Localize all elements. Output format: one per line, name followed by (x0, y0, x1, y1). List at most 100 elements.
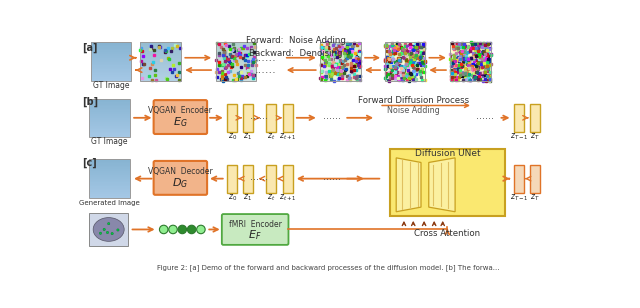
Bar (243, 165, 253, 192)
Bar (90, 193, 129, 194)
Text: Backward:  Denoising: Backward: Denoising (249, 49, 342, 59)
Bar (140, 59, 180, 60)
Bar (451, 54, 491, 55)
Bar (90, 213, 128, 246)
Text: $z_{T-1}$: $z_{T-1}$ (509, 192, 529, 203)
Bar (266, 104, 276, 132)
Circle shape (106, 231, 109, 234)
Bar (90, 108, 129, 109)
Bar (140, 51, 180, 52)
Bar (90, 122, 129, 123)
Bar (451, 62, 491, 63)
Bar (529, 104, 540, 132)
Bar (91, 75, 131, 76)
Bar (320, 73, 360, 74)
Bar (385, 53, 425, 54)
Text: $z_{T-1}$: $z_{T-1}$ (509, 132, 529, 142)
Bar (90, 105, 129, 106)
Bar (91, 59, 131, 60)
Text: ......: ...... (323, 111, 341, 121)
Bar (451, 47, 491, 48)
Bar (385, 67, 425, 68)
Text: $z_t$: $z_t$ (267, 132, 275, 142)
Bar (320, 52, 360, 53)
Bar (320, 71, 360, 72)
Bar (90, 176, 129, 177)
Bar (90, 103, 129, 104)
Bar (216, 74, 256, 75)
Bar (91, 71, 131, 72)
Bar (216, 75, 256, 76)
Bar (320, 46, 360, 47)
Bar (90, 169, 129, 170)
Bar (91, 49, 131, 50)
Bar (320, 42, 360, 81)
Text: $D_G$: $D_G$ (172, 176, 188, 190)
Bar (90, 129, 129, 130)
Bar (385, 74, 425, 75)
Bar (320, 70, 360, 71)
Bar (320, 78, 360, 79)
Text: VQGAN  Encoder: VQGAN Encoder (148, 106, 212, 116)
Text: GT Image: GT Image (93, 81, 129, 90)
Text: Forward Diffusion Process: Forward Diffusion Process (358, 96, 469, 105)
Bar (90, 180, 129, 181)
Bar (90, 168, 129, 169)
Bar (90, 136, 129, 137)
Bar (385, 55, 425, 56)
Bar (90, 171, 129, 172)
Bar (90, 178, 129, 179)
Bar (216, 43, 256, 44)
Bar (140, 64, 180, 65)
Bar (90, 128, 129, 129)
Bar (140, 77, 180, 78)
Bar (385, 63, 425, 64)
Text: [c]: [c] (83, 158, 97, 168)
Text: $z_{t+1}$: $z_{t+1}$ (279, 192, 297, 203)
Bar (451, 61, 491, 62)
Bar (514, 104, 524, 132)
Bar (91, 73, 131, 74)
Bar (385, 47, 425, 48)
Bar (140, 44, 180, 45)
Bar (91, 61, 131, 62)
Bar (91, 43, 131, 44)
Bar (283, 104, 293, 132)
Bar (451, 52, 491, 53)
Bar (320, 56, 360, 57)
Bar (90, 120, 129, 121)
Bar (216, 70, 256, 71)
Bar (216, 50, 256, 51)
Bar (451, 69, 491, 70)
Circle shape (108, 222, 110, 225)
Bar (91, 63, 131, 64)
Text: $E_G$: $E_G$ (173, 116, 188, 129)
Bar (385, 66, 425, 67)
Bar (320, 74, 360, 75)
Bar (385, 52, 425, 53)
Bar (320, 69, 360, 70)
Bar (451, 56, 491, 57)
Bar (451, 73, 491, 74)
Bar (90, 121, 129, 122)
Bar (90, 135, 129, 136)
Bar (91, 66, 131, 67)
Bar (320, 58, 360, 59)
Text: Diffusion UNet: Diffusion UNet (415, 149, 480, 159)
Bar (216, 67, 256, 68)
Text: Forward:  Noise Adding: Forward: Noise Adding (246, 36, 346, 45)
Circle shape (178, 225, 187, 234)
Bar (90, 159, 129, 160)
Bar (90, 177, 129, 178)
Ellipse shape (93, 217, 124, 241)
Bar (320, 76, 360, 77)
Bar (529, 165, 540, 192)
Bar (140, 67, 180, 68)
Bar (140, 49, 180, 50)
Bar (451, 78, 491, 79)
Bar (90, 184, 129, 185)
Bar (91, 57, 131, 58)
Bar (90, 159, 129, 198)
Bar (385, 75, 425, 76)
Bar (385, 44, 425, 45)
